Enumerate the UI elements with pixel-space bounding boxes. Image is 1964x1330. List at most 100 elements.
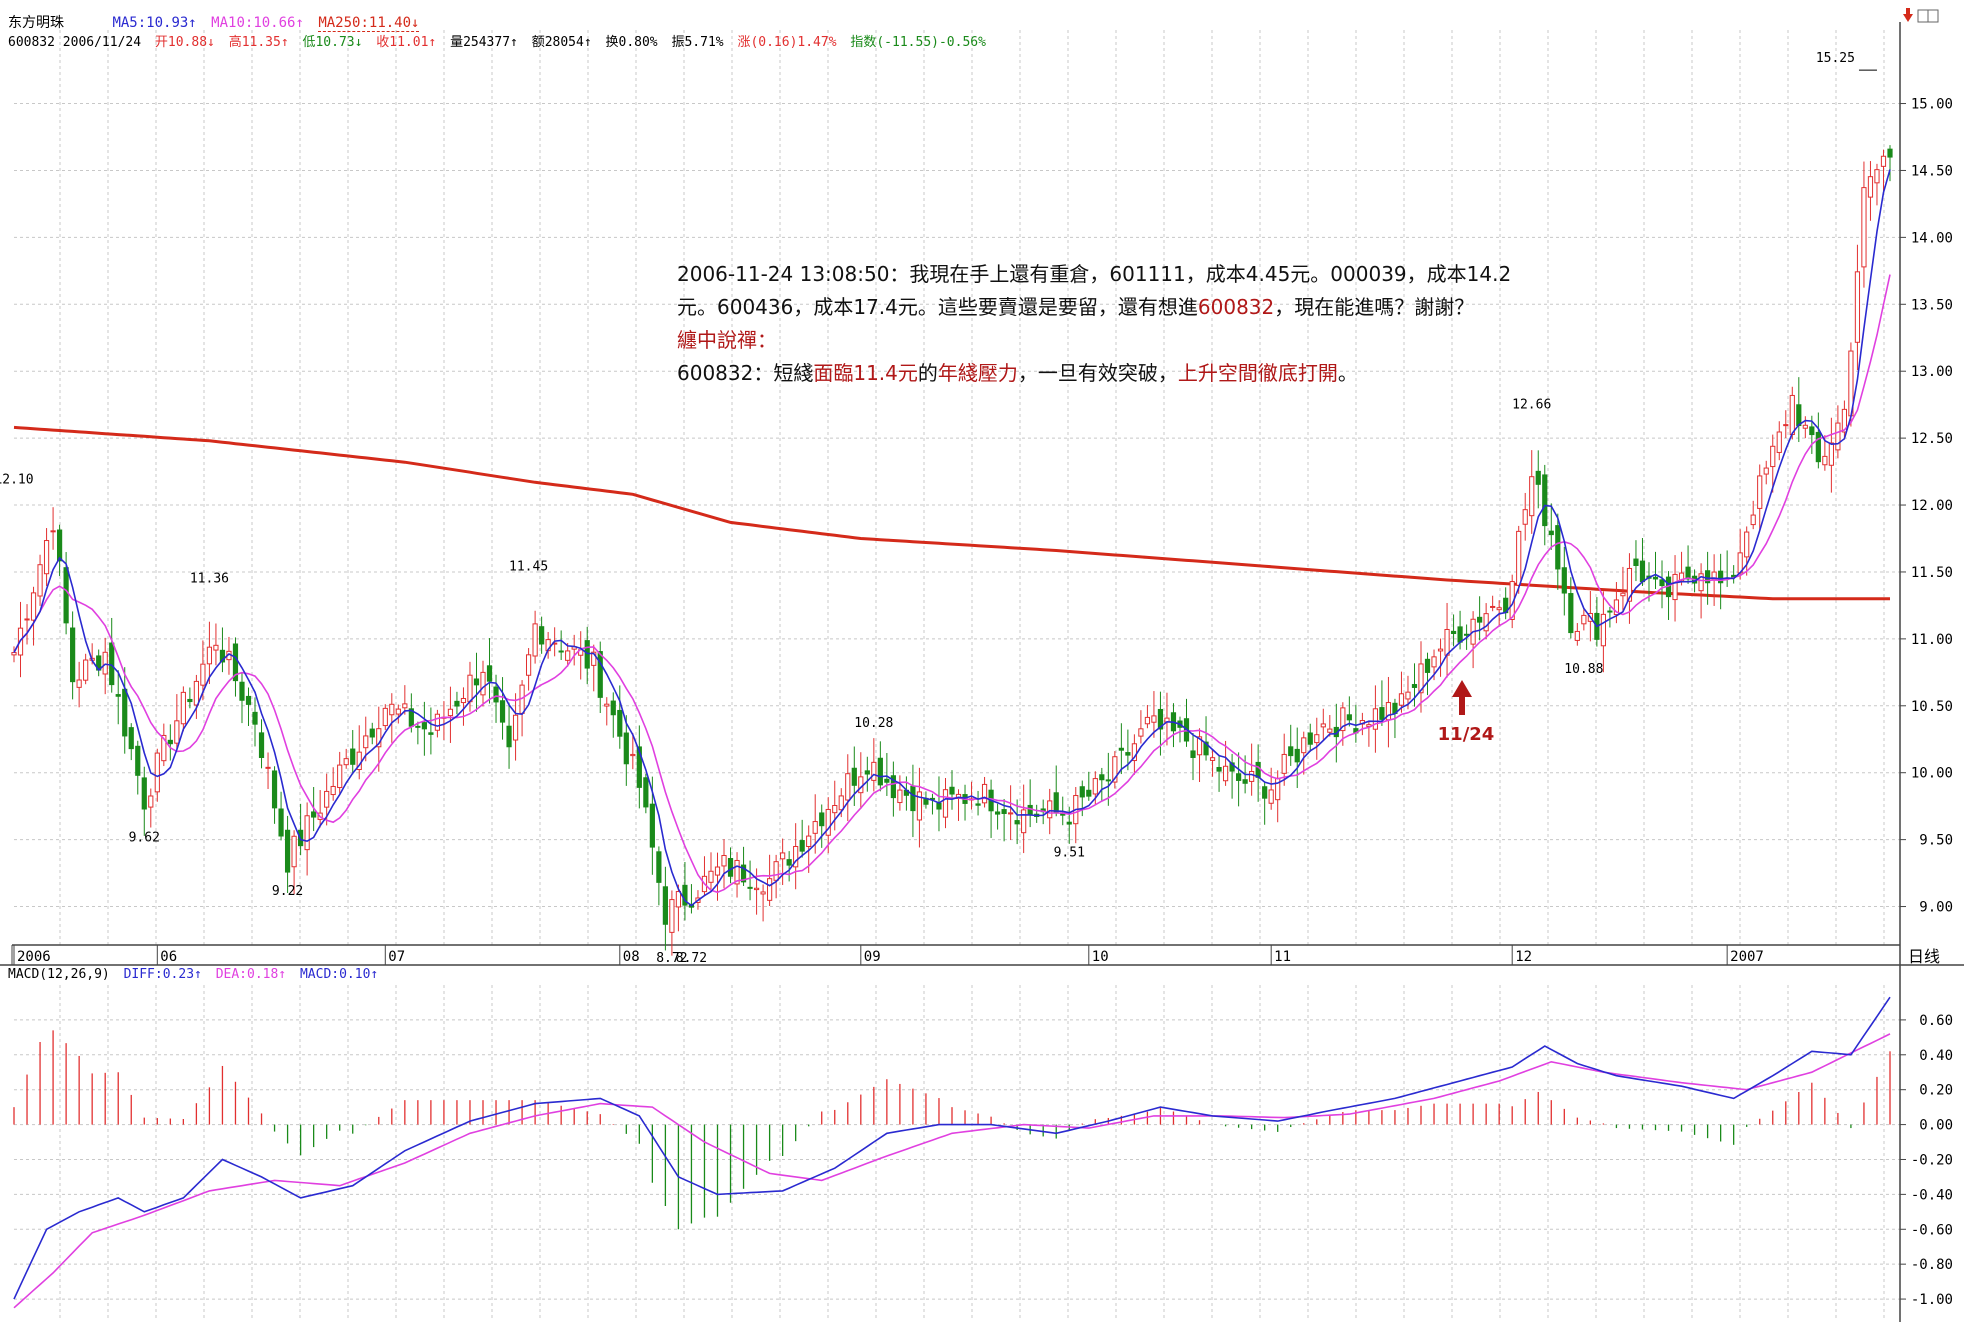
candle-body [109,642,115,686]
dea-line [13,1033,1891,1309]
month-label: 2006 [17,949,51,965]
candle-body [1652,576,1659,580]
code-date: 600832 2006/11/24 [8,35,142,50]
candle-body [382,707,388,727]
month-label: 11 [1274,949,1291,965]
header-row-1: 东方明珠 MA5:10.93↑ MA10:10.66↑ MA250:11.40↓ [8,12,425,32]
candle-body [434,713,441,731]
candle-body [493,686,499,703]
candle-body [1783,424,1789,427]
candle-body [532,623,538,657]
candle-body [311,811,317,818]
candle-body [1776,431,1782,453]
stock-name: 东方明珠 [8,15,64,31]
macd-tick-label: 0.60 [1919,1013,1953,1029]
candle-body [1535,470,1541,485]
candle-body [1568,593,1574,634]
price-tick-label: 11.00 [1911,632,1953,648]
candle-body [1314,734,1320,744]
candle-body [1581,614,1587,625]
candle-body [1450,630,1457,635]
candle-body [1398,693,1405,706]
macd-value: MACD:0.10↑ [299,967,379,982]
candle-body [558,650,564,653]
macd-tick-label: -0.40 [1911,1187,1953,1203]
high-value: 高11.35↑ [228,35,289,50]
change-value: 涨(0.16)1.47% [737,35,837,50]
price-extreme-label: 8.72 [676,951,707,966]
amplitude-value: 振5.71% [671,35,724,50]
candle-body [793,845,799,868]
month-label: 2007 [1730,949,1764,965]
candle-body [512,714,519,741]
candle-body [1066,821,1072,825]
candle-body [1750,514,1756,526]
candle-body [1099,774,1105,781]
candle-body [767,878,773,901]
candle-body [1815,431,1821,463]
candle-body [135,745,141,776]
candle-body [193,680,199,706]
candle-body [675,891,682,908]
candle-body [1522,509,1528,525]
candle-body [324,790,330,808]
ma10-line [13,274,1891,894]
period-label: 日线 [1908,947,1940,966]
candle-body [330,785,336,796]
candle-body [30,592,37,621]
candle-body [721,855,727,867]
candle-body [780,852,786,860]
candle-body [975,803,981,806]
candle-body [1112,756,1118,783]
candle-body [1431,656,1437,668]
candle-body [584,640,590,669]
diff-value: DIFF:0.23↑ [123,967,202,982]
candle-body [851,767,857,786]
candle-body [1047,800,1053,819]
candle-body [994,811,1001,815]
price-extreme-label: 9.51 [1054,845,1085,860]
candle-body [1340,707,1346,732]
candle-body [1613,599,1620,616]
candle-body [747,886,753,889]
candle-body [161,734,167,762]
arrow-label: 11/24 [1438,724,1495,745]
candle-body [213,644,219,651]
price-tick-label: 11.50 [1911,565,1953,581]
candle-body [1477,616,1483,623]
candle-body [1092,778,1098,795]
candle-body [402,703,408,709]
price-tick-label: 10.00 [1911,766,1953,782]
candle-body [1835,422,1841,451]
candle-body [936,802,942,810]
candle-body [1236,773,1242,781]
candle-body [884,778,890,783]
candle-body [1854,271,1861,343]
price-extreme-label: 15.25 [1816,51,1855,66]
candle-body [11,652,17,656]
candle-body [1770,445,1776,468]
price-extreme-label: 8.72 [656,951,687,966]
candle-body [1763,467,1769,475]
candle-body [786,859,792,866]
download-arrow-icon[interactable] [1903,8,1939,23]
price-tick-label: 13.00 [1911,364,1953,380]
candle-body [1021,809,1027,834]
price-axis: 9.00 9.50 10.00 10.50 11.00 11.50 12.00 12.50 13… [1900,97,1953,916]
candle-body [1196,736,1203,756]
candle-body [1118,747,1124,751]
candle-body [1255,761,1261,778]
price-tick-label: 13.50 [1911,297,1953,313]
candle-body [1561,567,1567,594]
candle-body [1822,455,1828,466]
candle-body [1490,605,1496,608]
candle-body [1027,804,1033,816]
candle-body [291,835,297,868]
candle-body [1659,579,1665,587]
macd-header: MACD(12,26,9) DIFF:0.23↑ DEA:0.18↑ MACD:… [8,967,384,982]
candle-body [1249,770,1255,782]
candle-body [252,711,258,725]
candle-body [525,654,532,676]
candle-body [395,708,401,715]
